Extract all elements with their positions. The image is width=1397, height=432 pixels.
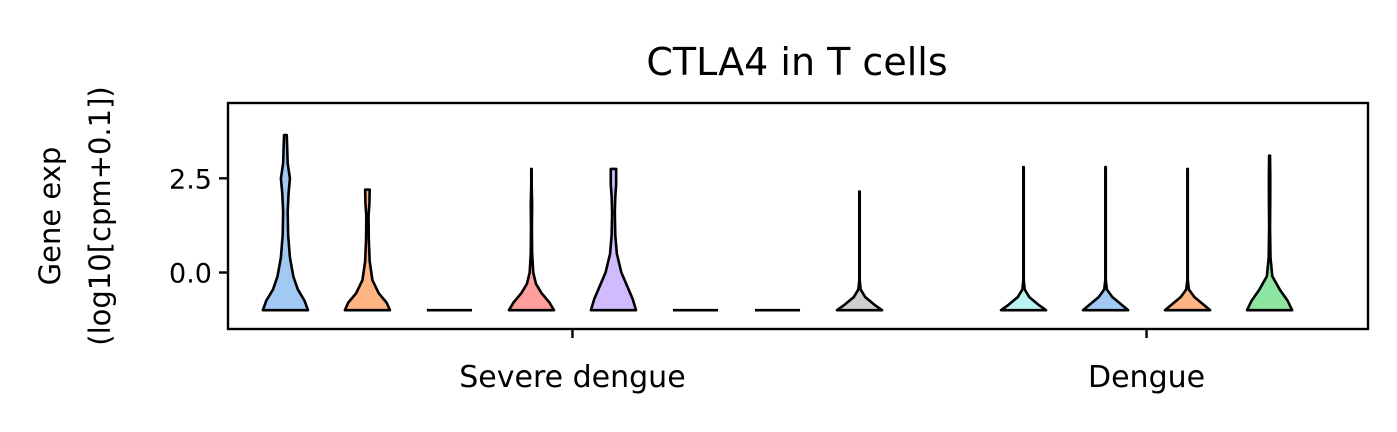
violin-11 bbox=[1245, 154, 1294, 312]
violin-7 bbox=[835, 190, 884, 312]
y-axis-label: Gene exp (log10[cpm+0.1]) bbox=[33, 86, 117, 345]
y-tick-label-1: 2.5 bbox=[169, 164, 212, 195]
violin-9 bbox=[1081, 165, 1130, 312]
violin-1 bbox=[343, 188, 392, 312]
violin-10 bbox=[1163, 167, 1212, 312]
chart-title: CTLA4 in T cells bbox=[646, 40, 947, 84]
x-tick-label-1: Dengue bbox=[1088, 360, 1205, 395]
y-axis-label-line-2: (log10[cpm+0.1]) bbox=[83, 86, 117, 345]
y-tick-label-0: 0.0 bbox=[169, 259, 212, 290]
violin-8 bbox=[999, 165, 1048, 312]
y-ticks: 0.0 2.5 bbox=[169, 164, 228, 290]
x-ticks: Severe dengue Dengue bbox=[459, 329, 1205, 395]
violin-0 bbox=[261, 133, 310, 312]
violin-3 bbox=[507, 167, 556, 312]
y-axis-label-line-1: Gene exp bbox=[33, 147, 67, 286]
x-tick-label-0: Severe dengue bbox=[459, 360, 685, 395]
violin-4 bbox=[589, 167, 638, 312]
violins bbox=[261, 133, 1294, 312]
plot-frame bbox=[226, 101, 1370, 331]
